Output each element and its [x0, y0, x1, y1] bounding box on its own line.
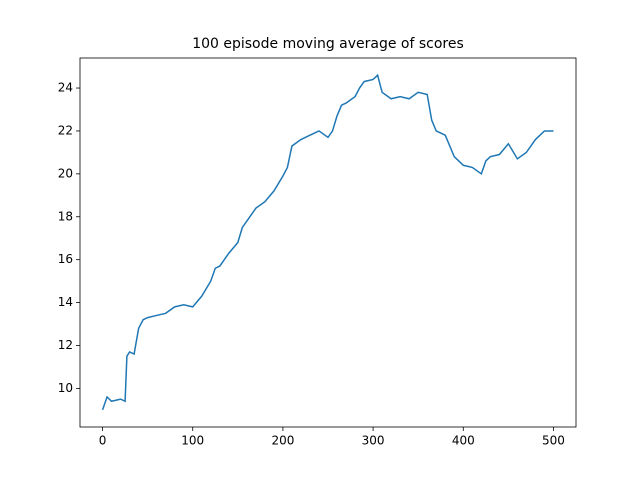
y-tick-label: 24	[58, 81, 73, 95]
x-tick-label: 400	[452, 434, 475, 448]
y-tick-label: 16	[58, 252, 73, 266]
y-tick-label: 22	[58, 123, 73, 137]
x-tick-label: 100	[181, 434, 204, 448]
chart-title: 100 episode moving average of scores	[192, 36, 464, 52]
y-tick-label: 18	[58, 209, 73, 223]
x-tick-label: 0	[99, 434, 107, 448]
y-tick-label: 14	[58, 295, 73, 309]
x-tick-label: 300	[362, 434, 385, 448]
y-tick-label: 12	[58, 338, 73, 352]
x-tick-label: 200	[271, 434, 294, 448]
x-tick-label: 500	[542, 434, 565, 448]
y-tick-label: 20	[58, 166, 73, 180]
axes-frame	[79, 57, 577, 428]
line-series	[101, 73, 554, 411]
y-tick-label: 10	[58, 381, 73, 395]
